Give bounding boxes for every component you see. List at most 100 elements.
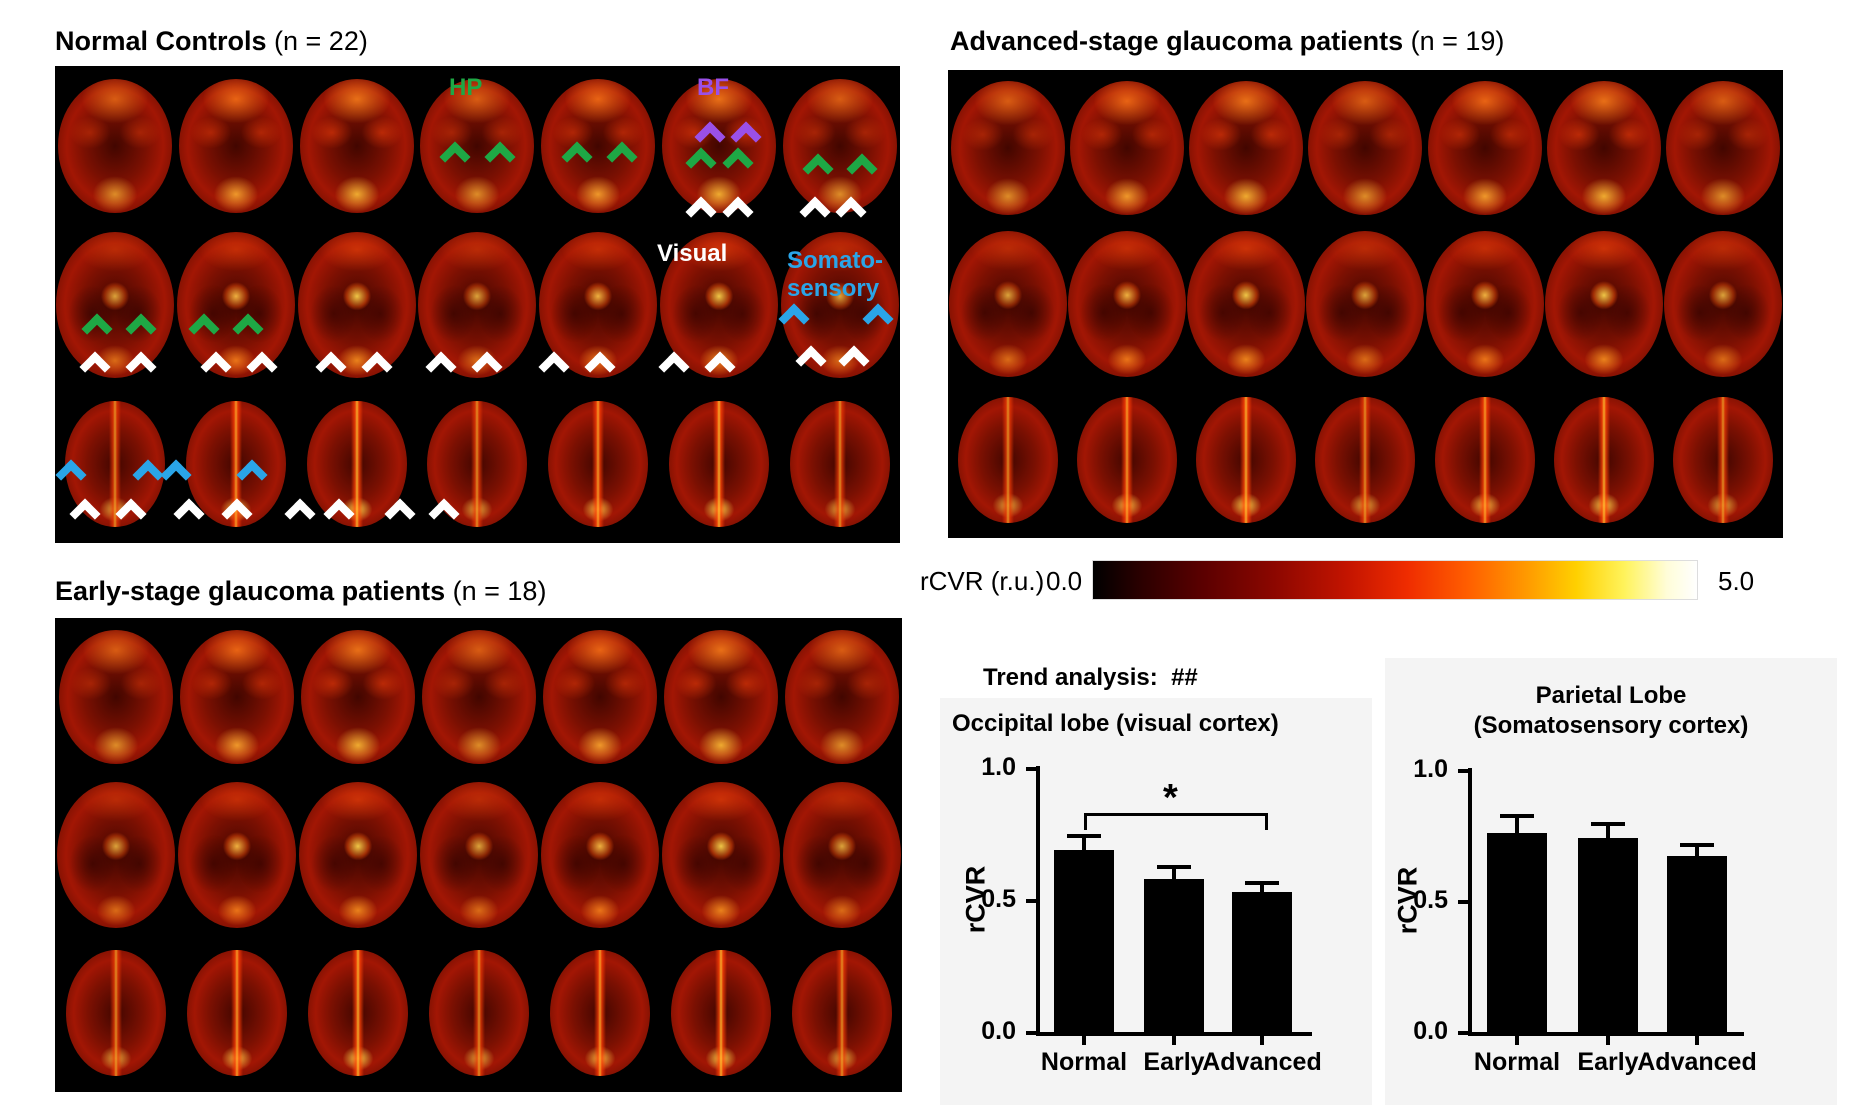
error-bar-cap — [1067, 833, 1101, 838]
brain-slice — [177, 231, 296, 378]
panel-title-advanced-bold: Advanced-stage glaucoma patients — [950, 26, 1404, 56]
brain-slice — [540, 782, 659, 928]
y-axis — [1036, 766, 1040, 1036]
brain-row — [948, 382, 1783, 538]
brain-slice — [307, 950, 408, 1076]
brain-slice — [950, 81, 1065, 215]
bar-advanced — [1232, 892, 1292, 1032]
colorbar-label: rCVR (r.u.) — [920, 566, 1045, 596]
brain-slice — [179, 630, 294, 764]
error-bar-stem — [1606, 825, 1610, 839]
panel-title-advanced-glaucoma: Advanced-stage glaucoma patients (n = 19… — [950, 26, 1504, 57]
brain-slice — [65, 400, 166, 527]
brain-row — [55, 934, 902, 1092]
y-tick — [1458, 1031, 1468, 1035]
panel-title-normal-count: (n = 22) — [266, 26, 368, 56]
category-label-early: Early — [1143, 1048, 1205, 1076]
brain-slice — [661, 78, 776, 213]
y-tick-label: 0.5 — [981, 885, 1016, 913]
region-label-bf: BF — [697, 74, 729, 101]
brain-slice — [299, 78, 414, 213]
brain-slice — [427, 400, 528, 527]
panel-title-early-glaucoma: Early-stage glaucoma patients (n = 18) — [55, 576, 546, 607]
brain-slice — [1547, 81, 1662, 215]
brain-slice — [542, 630, 657, 764]
brain-slice — [1306, 231, 1425, 377]
brain-slice — [957, 397, 1058, 523]
x-axis — [1468, 1032, 1744, 1036]
brain-slice — [670, 950, 771, 1076]
significance-star: * — [1163, 777, 1178, 819]
brain-slice — [1427, 81, 1542, 215]
brain-slice — [58, 630, 173, 764]
brain-slice — [186, 400, 287, 527]
brain-slice — [948, 231, 1067, 377]
category-label-early: Early — [1577, 1048, 1639, 1076]
brain-row — [55, 66, 900, 225]
brain-grid-early-glaucoma — [55, 618, 902, 1092]
brain-slice — [541, 78, 656, 213]
category-label-advanced: Advanced — [1637, 1048, 1757, 1076]
brain-slice — [1545, 231, 1664, 377]
brain-slice — [56, 782, 175, 928]
panel-title-early-count: (n = 18) — [445, 576, 547, 606]
error-bar-stem — [1260, 884, 1264, 893]
bar-normal — [1054, 849, 1114, 1032]
y-tick — [1026, 1031, 1036, 1035]
brain-slice — [1076, 397, 1177, 523]
error-bar-cap — [1157, 865, 1191, 870]
brain-slice — [177, 782, 296, 928]
brain-slice — [780, 231, 899, 378]
brain-slice — [1425, 231, 1544, 377]
brain-slice — [784, 630, 899, 764]
y-axis-label: rCVR — [1392, 866, 1423, 935]
brain-slice — [58, 78, 173, 213]
brain-row — [55, 225, 900, 384]
brain-slice — [549, 950, 650, 1076]
brain-row — [55, 618, 902, 776]
error-bar-cap — [1591, 822, 1625, 827]
x-tick — [1260, 1036, 1264, 1045]
brain-slice — [782, 782, 901, 928]
x-tick — [1695, 1036, 1699, 1045]
y-tick — [1458, 769, 1468, 773]
brain-slice — [418, 231, 537, 378]
category-label-normal: Normal — [1473, 1048, 1561, 1076]
error-bar-stem — [1695, 845, 1699, 857]
x-tick — [1606, 1036, 1610, 1045]
trend-analysis-note: Trend analysis: ## — [983, 664, 1198, 691]
error-bar-cap — [1680, 842, 1714, 847]
brain-slice — [428, 950, 529, 1076]
brain-slice — [65, 950, 166, 1076]
category-label-advanced: Advanced — [1202, 1048, 1322, 1076]
brain-slice — [1434, 397, 1535, 523]
brain-slice — [186, 950, 287, 1076]
y-axis — [1468, 768, 1472, 1036]
brain-row — [948, 226, 1783, 382]
region-label-sensory: sensory — [787, 275, 880, 302]
brain-slice — [56, 231, 175, 378]
region-label-hp: HP — [449, 74, 483, 101]
y-tick-label: 0.5 — [1413, 886, 1448, 914]
error-bar-cap — [1245, 881, 1279, 886]
error-bar-cap — [1500, 814, 1534, 819]
y-tick — [1026, 899, 1036, 903]
colorbar-max-value: 5.0 — [1718, 566, 1755, 596]
brain-slice — [297, 231, 416, 378]
x-tick — [1172, 1036, 1176, 1045]
brain-slice — [179, 78, 294, 213]
panel-title-normal-bold: Normal Controls — [55, 26, 267, 56]
brain-slice — [306, 400, 407, 527]
brain-slice — [1308, 81, 1423, 215]
brain-slice — [419, 782, 538, 928]
error-bar-stem — [1082, 836, 1086, 850]
brain-slice — [1673, 397, 1774, 523]
brain-grid-normal-controls — [55, 66, 900, 543]
brain-slice — [1666, 81, 1781, 215]
bar-early — [1144, 878, 1204, 1032]
brain-slice — [1067, 231, 1186, 377]
brain-slice — [661, 782, 780, 928]
bar-advanced — [1667, 856, 1727, 1032]
brain-slice — [298, 782, 417, 928]
